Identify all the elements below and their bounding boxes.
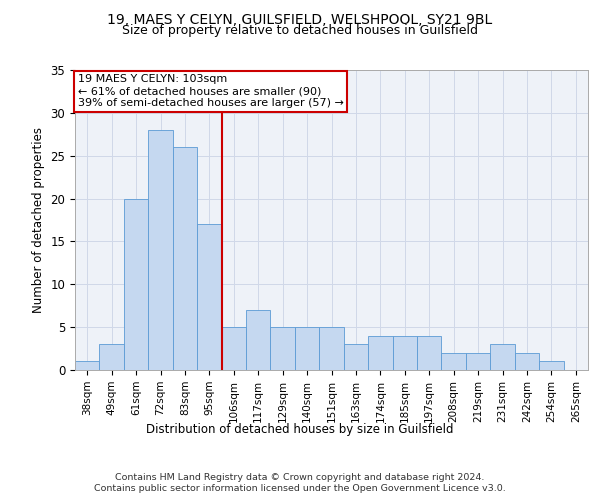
Bar <box>417 336 442 370</box>
Bar <box>515 353 539 370</box>
Bar <box>344 344 368 370</box>
Bar <box>295 327 319 370</box>
Text: Contains HM Land Registry data © Crown copyright and database right 2024.: Contains HM Land Registry data © Crown c… <box>115 472 485 482</box>
Bar <box>246 310 271 370</box>
Bar <box>221 327 246 370</box>
Text: Contains public sector information licensed under the Open Government Licence v3: Contains public sector information licen… <box>94 484 506 493</box>
Bar <box>319 327 344 370</box>
Bar <box>466 353 490 370</box>
Text: Distribution of detached houses by size in Guilsfield: Distribution of detached houses by size … <box>146 422 454 436</box>
Text: 19, MAES Y CELYN, GUILSFIELD, WELSHPOOL, SY21 9BL: 19, MAES Y CELYN, GUILSFIELD, WELSHPOOL,… <box>107 12 493 26</box>
Bar <box>271 327 295 370</box>
Bar <box>442 353 466 370</box>
Bar <box>392 336 417 370</box>
Text: 19 MAES Y CELYN: 103sqm
← 61% of detached houses are smaller (90)
39% of semi-de: 19 MAES Y CELYN: 103sqm ← 61% of detache… <box>77 74 343 108</box>
Bar <box>148 130 173 370</box>
Bar <box>490 344 515 370</box>
Bar <box>539 362 563 370</box>
Bar <box>124 198 148 370</box>
Bar <box>75 362 100 370</box>
Bar <box>197 224 221 370</box>
Text: Size of property relative to detached houses in Guilsfield: Size of property relative to detached ho… <box>122 24 478 37</box>
Y-axis label: Number of detached properties: Number of detached properties <box>32 127 45 313</box>
Bar <box>100 344 124 370</box>
Bar <box>368 336 392 370</box>
Bar <box>173 147 197 370</box>
